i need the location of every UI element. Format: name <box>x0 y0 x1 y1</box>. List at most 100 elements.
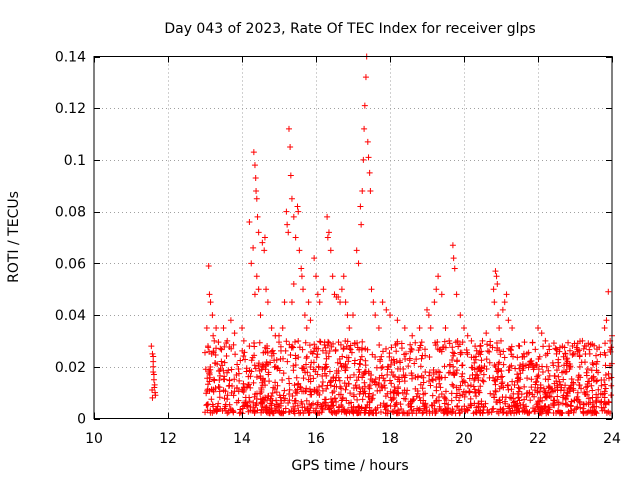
data-point-band <box>587 399 594 406</box>
data-point-band <box>528 357 535 364</box>
data-point-band <box>353 385 360 392</box>
data-point-band <box>523 403 530 410</box>
data-point-band <box>371 379 378 386</box>
data-point-band <box>480 378 487 385</box>
data-point-band <box>206 378 213 385</box>
data-point-band <box>329 410 336 417</box>
data-point-band <box>512 404 519 411</box>
data-point-band <box>304 405 311 412</box>
data-point-band <box>249 354 256 361</box>
data-point <box>251 162 258 169</box>
data-point-band <box>413 356 420 363</box>
data-point-band <box>412 385 419 392</box>
data-point-band <box>477 368 484 375</box>
data-point <box>150 376 157 383</box>
data-point <box>594 358 601 365</box>
data-point-band <box>298 365 305 372</box>
data-point-band <box>552 345 559 352</box>
data-point <box>151 381 158 388</box>
data-point-band <box>529 339 536 346</box>
data-point-band <box>584 383 591 390</box>
data-point-band <box>415 406 422 413</box>
data-point-band <box>314 351 321 358</box>
data-point-band <box>601 381 608 388</box>
data-point-band <box>496 385 503 392</box>
data-point-band <box>568 375 575 382</box>
data-point-band <box>307 363 314 370</box>
chart-title: Day 043 of 2023, Rate Of TEC Index for r… <box>164 21 535 37</box>
data-point <box>320 286 327 293</box>
data-point-band <box>545 404 552 411</box>
plot-frame <box>93 56 613 419</box>
data-point <box>211 337 218 344</box>
data-point-band <box>395 407 402 414</box>
data-point-band <box>307 391 314 398</box>
data-point-band <box>543 407 550 414</box>
data-point-band <box>559 400 566 407</box>
data-point-band <box>449 344 456 351</box>
data-point <box>324 234 331 241</box>
data-point <box>253 273 260 280</box>
data-point-band <box>393 399 400 406</box>
data-point-band <box>473 347 480 354</box>
data-point-band <box>507 346 514 353</box>
data-point-band <box>438 390 445 397</box>
data-point-band <box>348 349 355 356</box>
data-point-band <box>356 384 363 391</box>
data-point-band <box>308 359 315 366</box>
data-point-band <box>391 408 398 415</box>
data-point-band <box>305 409 312 416</box>
data-point <box>492 268 499 275</box>
data-point-band <box>596 344 603 351</box>
data-point <box>307 317 314 324</box>
data-point-band <box>393 348 400 355</box>
data-point-band <box>580 401 587 408</box>
data-point-band <box>477 342 484 349</box>
data-point <box>303 325 310 331</box>
data-point-band <box>558 409 565 416</box>
data-point-band <box>566 347 573 354</box>
data-point <box>346 325 353 331</box>
data-point-band <box>361 379 368 386</box>
data-point-band <box>478 357 485 364</box>
data-point-band <box>504 382 511 389</box>
data-point-band <box>536 398 543 405</box>
data-point-band <box>514 390 521 397</box>
data-point-band <box>508 395 515 402</box>
data-point-band <box>406 410 413 417</box>
data-point-band <box>235 366 242 373</box>
data-point-band <box>388 369 395 376</box>
data-point <box>535 325 541 331</box>
data-point-band <box>583 369 590 376</box>
data-point-band <box>455 407 462 414</box>
data-point-band <box>449 357 456 364</box>
data-point-band <box>224 410 231 417</box>
data-point-band <box>539 369 546 376</box>
data-point-band <box>356 369 363 376</box>
data-point-band <box>246 398 253 405</box>
data-point-band <box>602 340 609 347</box>
data-point-band <box>582 384 589 391</box>
data-point-band <box>272 379 279 386</box>
data-point-band <box>578 385 585 392</box>
data-point-band <box>453 394 460 401</box>
data-point-band <box>359 385 366 392</box>
data-point-band <box>340 345 347 352</box>
data-point-band <box>328 409 335 416</box>
data-point-band <box>213 406 220 413</box>
data-point-band <box>356 360 363 367</box>
data-point-band <box>448 390 455 397</box>
data-point-band <box>527 397 534 404</box>
data-point-band <box>520 402 527 409</box>
data-point-band <box>429 376 436 383</box>
data-point-band <box>395 385 402 392</box>
data-point <box>149 350 156 357</box>
data-point <box>605 288 612 295</box>
data-point-band <box>255 360 262 367</box>
data-point-band <box>306 409 313 416</box>
data-point-band <box>333 383 340 390</box>
data-point-band <box>439 344 446 351</box>
data-point-band <box>441 363 448 370</box>
data-point-band <box>223 352 230 359</box>
data-point-band <box>282 405 289 412</box>
